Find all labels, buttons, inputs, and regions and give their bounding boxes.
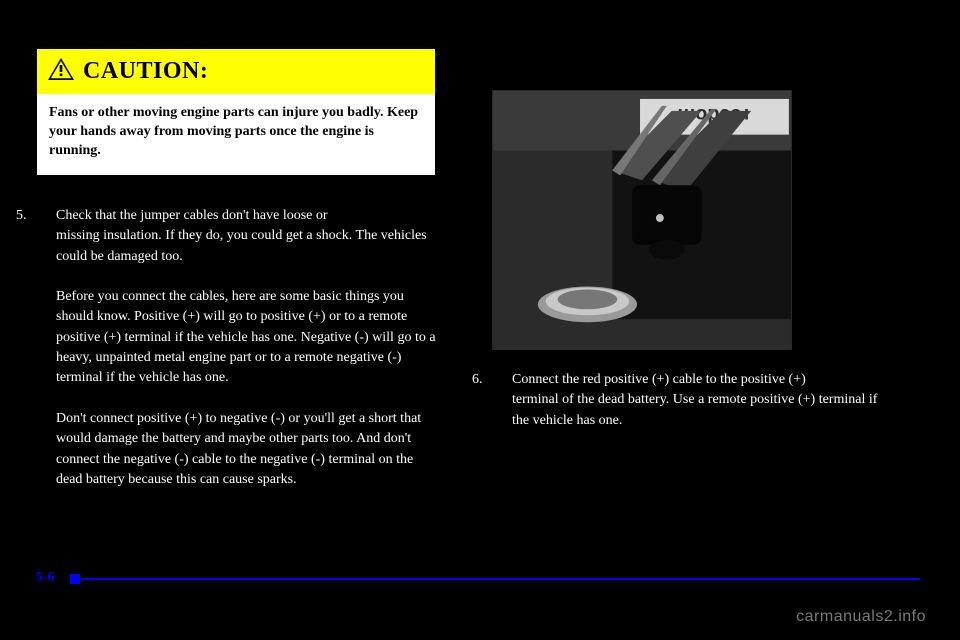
manual-page: CAUTION: Fans or other moving engine par… [0,0,960,640]
warning-triangle-icon [47,57,75,86]
left-step-block: 5.Check that the jumper cables don't hav… [36,206,436,490]
right-step-block: 6.Connect the red positive (+) cable to … [492,370,892,431]
step5-continuation: missing insulation. If they do, you coul… [36,226,436,490]
footer-bullet-icon [70,574,80,584]
footer-rule [82,578,920,580]
caution-label: CAUTION: [83,58,208,85]
caution-box: CAUTION: Fans or other moving engine par… [36,48,436,176]
watermark-text: carmanuals2.info [796,608,926,626]
page-number: 5-6 [36,570,55,586]
caution-body: Fans or other moving engine parts can in… [37,94,435,175]
caution-header: CAUTION: [37,49,435,94]
step6-continuation: terminal of the dead battery. Use a remo… [492,390,892,431]
step6-line1: Connect the red positive (+) cable to th… [512,372,806,387]
step-number-6: 6. [492,370,512,390]
step-number-5: 5. [36,206,56,226]
step5-line1: Check that the jumper cables don't have … [56,208,328,223]
engine-photo: reedom [492,90,792,350]
